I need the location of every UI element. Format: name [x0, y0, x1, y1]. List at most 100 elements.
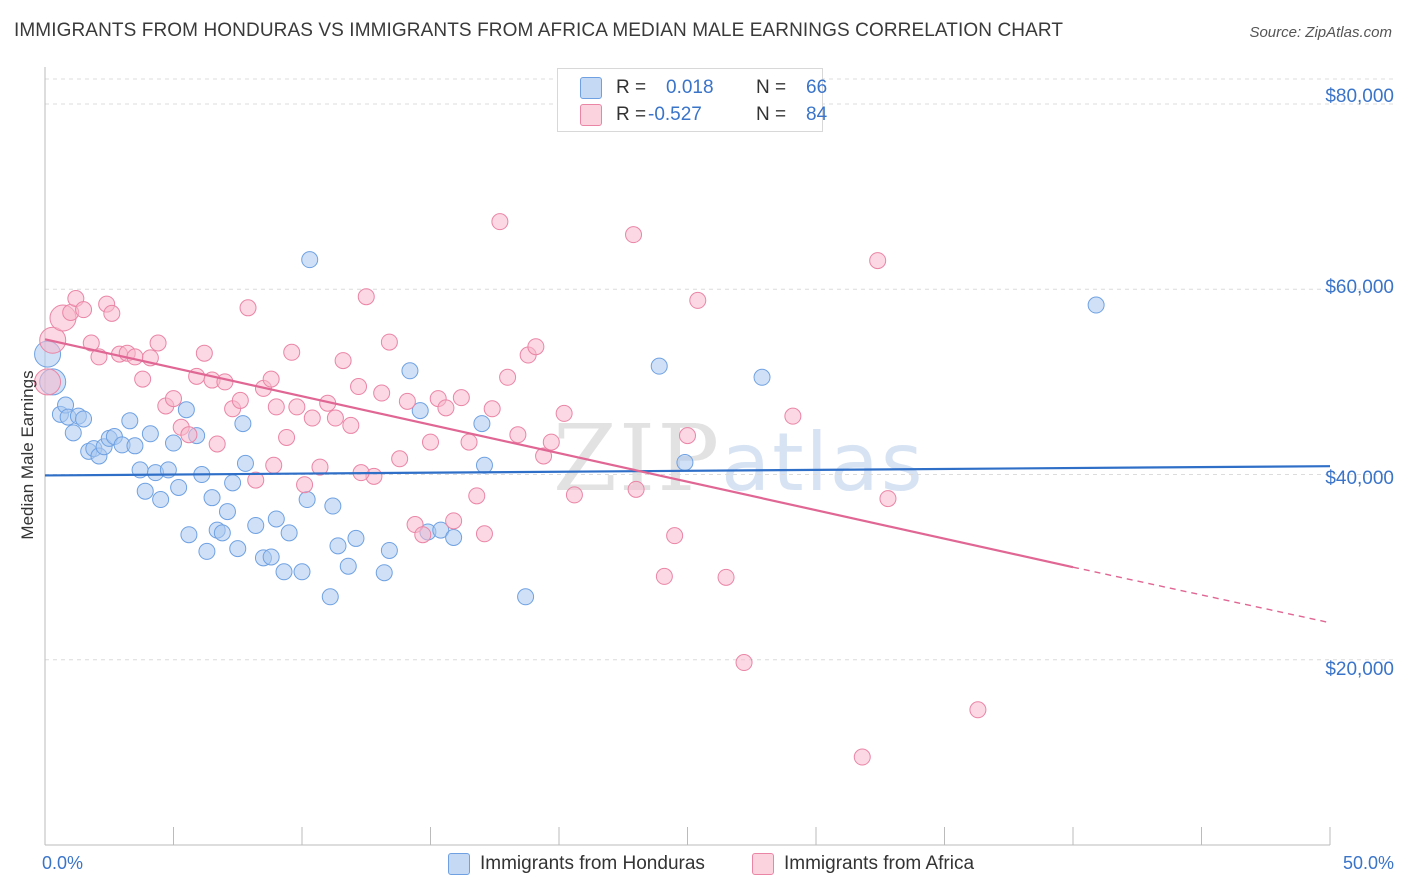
data-point-honduras [152, 491, 170, 509]
data-point-africa [265, 456, 283, 474]
data-point-honduras [180, 526, 198, 544]
data-point-africa [625, 226, 643, 244]
data-point-honduras [298, 491, 316, 509]
data-point-honduras [347, 529, 365, 547]
data-point-africa [565, 486, 583, 504]
data-point-honduras [411, 402, 429, 420]
y-tick-label-20000: $20,000 [1325, 659, 1394, 680]
data-point-africa [460, 433, 478, 451]
legend-n-label: N = [756, 104, 787, 125]
data-point-africa [452, 389, 470, 407]
data-point-honduras [177, 401, 195, 419]
bottom-legend-label-africa: Immigrants from Africa [784, 853, 975, 874]
data-point-africa [784, 407, 802, 425]
trend-line-africa [44, 338, 1074, 569]
data-point-honduras [165, 434, 182, 452]
data-point-africa [296, 476, 314, 494]
data-point-africa [103, 304, 121, 322]
y-tick-label-40000: $40,000 [1325, 468, 1394, 489]
data-point-africa [180, 426, 198, 444]
legend-swatch-honduras [580, 77, 602, 99]
legend-r-label: R = [616, 77, 647, 98]
data-point-honduras [170, 478, 188, 496]
legend-swatch-africa [580, 104, 602, 126]
legend-r-value: 0.018 [666, 77, 714, 98]
legend-n-value: 66 [806, 77, 828, 98]
data-point-africa [283, 343, 301, 361]
data-point-honduras [141, 425, 159, 443]
data-point-honduras [218, 503, 236, 521]
legend-r-value: -0.527 [648, 104, 702, 125]
data-point-africa [468, 487, 486, 505]
y-tick-label-80000: $80,000 [1325, 86, 1394, 107]
data-point-honduras [753, 368, 771, 386]
data-point-honduras [432, 521, 450, 539]
data-point-africa [969, 701, 987, 719]
data-point-africa [527, 338, 545, 356]
x-tick-label-min: 0.0% [42, 853, 84, 873]
legend-n-value: 84 [806, 104, 828, 125]
data-point-honduras [229, 540, 247, 558]
data-point-honduras [136, 482, 154, 500]
data-point-honduras [324, 497, 342, 515]
data-point-africa [499, 368, 517, 386]
data-point-honduras [1087, 296, 1105, 314]
trend-line-extension-africa [1072, 566, 1331, 624]
source-label: Source: ZipAtlas.com [1249, 24, 1392, 41]
data-point-honduras [236, 454, 254, 472]
data-point-honduras [267, 510, 285, 528]
data-point-africa [735, 654, 753, 672]
legend-r-label: R = [616, 104, 647, 125]
data-point-africa [373, 384, 391, 402]
data-point-honduras [676, 453, 694, 471]
data-point-africa [445, 512, 463, 530]
data-point-africa [149, 334, 167, 352]
data-point-honduras [329, 537, 347, 555]
data-point-africa [75, 301, 93, 319]
data-point-africa [398, 392, 416, 410]
data-point-africa [666, 527, 684, 545]
data-point-africa [655, 567, 673, 585]
data-point-africa [357, 288, 375, 306]
x-tick-label-max: 50.0% [1342, 853, 1394, 873]
data-point-honduras [64, 424, 82, 442]
data-point-africa [555, 404, 573, 422]
trend-line-honduras [44, 465, 1331, 477]
data-point-honduras [380, 541, 398, 559]
data-point-africa [288, 398, 306, 416]
data-point-africa [391, 450, 409, 468]
data-point-honduras [301, 251, 319, 269]
data-point-africa [414, 526, 432, 544]
data-point-africa [34, 368, 62, 396]
data-point-africa [278, 428, 296, 446]
data-point-africa [483, 400, 501, 418]
data-point-africa [535, 447, 553, 465]
data-point-africa [491, 213, 509, 231]
data-point-africa [475, 525, 493, 543]
bottom-legend-swatch-africa [752, 853, 774, 875]
data-point-honduras [517, 588, 535, 606]
data-point-africa [869, 252, 887, 270]
data-point-africa [326, 409, 344, 427]
data-point-africa [509, 426, 527, 444]
data-point-africa [422, 433, 439, 451]
data-point-africa [380, 333, 398, 351]
data-point-africa [679, 427, 696, 445]
data-point-honduras [321, 588, 339, 606]
data-point-africa [311, 458, 329, 476]
data-point-honduras [198, 542, 216, 560]
data-point-africa [334, 352, 352, 370]
data-point-africa [342, 416, 360, 434]
data-point-honduras [126, 437, 144, 455]
data-point-africa [627, 480, 645, 498]
data-point-africa [262, 370, 280, 388]
data-point-honduras [475, 456, 493, 474]
data-point-africa [208, 435, 226, 453]
data-point-africa [82, 334, 100, 352]
data-point-africa [303, 409, 321, 427]
y-tick-label-60000: $60,000 [1325, 277, 1394, 298]
data-point-honduras [280, 524, 298, 542]
data-point-africa [165, 390, 182, 408]
data-point-africa [267, 398, 285, 416]
